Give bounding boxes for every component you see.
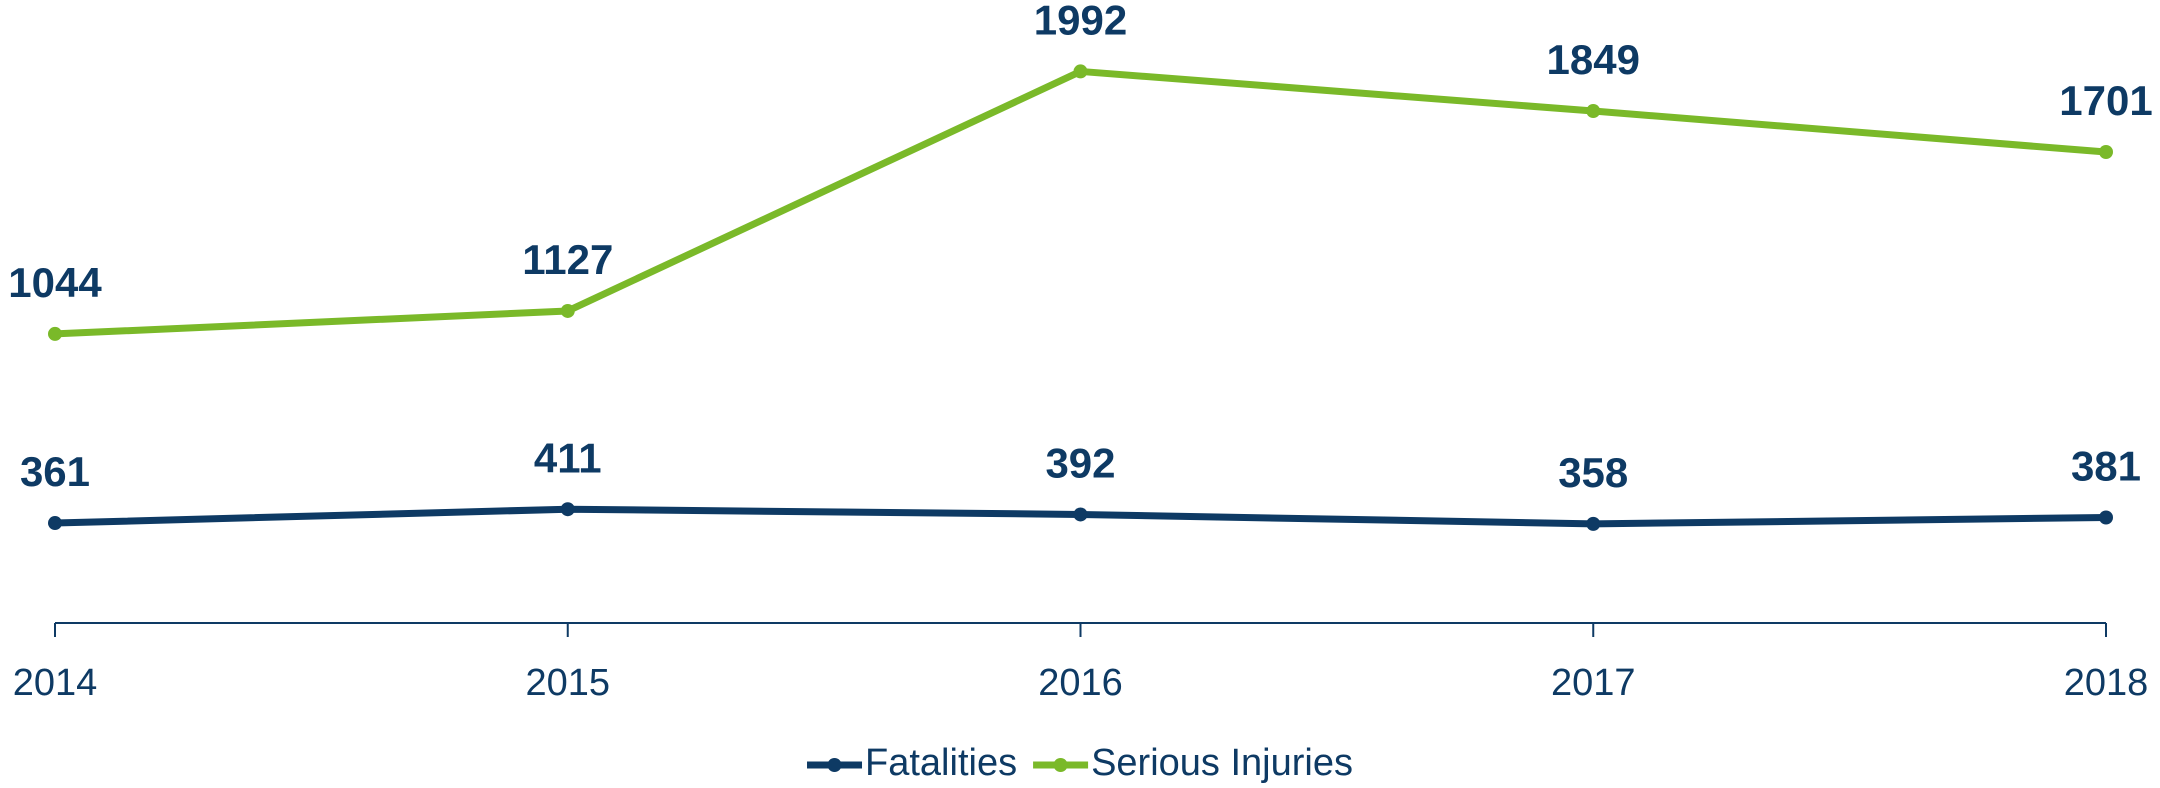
data-label: 1044 (8, 259, 102, 306)
data-label: 381 (2071, 443, 2141, 490)
data-label: 1127 (522, 236, 613, 283)
point (1586, 104, 1601, 119)
data-label: 1701 (2059, 77, 2152, 124)
point (2099, 510, 2113, 525)
series-line (54, 67, 2107, 338)
data-label: 392 (1045, 440, 1115, 487)
x-tick-label: 2017 (1551, 662, 1636, 704)
point (560, 303, 575, 318)
point (1073, 507, 1088, 522)
legend-dot (1053, 758, 1068, 772)
x-tick-label: 2015 (525, 662, 610, 704)
point (560, 502, 575, 517)
legend-label: Serious Injuries (1091, 742, 1353, 784)
x-tick-label: 2016 (1038, 662, 1123, 704)
point (48, 516, 62, 531)
data-label: 358 (1558, 449, 1628, 496)
point (2099, 145, 2113, 160)
data-label: 411 (534, 434, 602, 481)
data-label: 1992 (1034, 0, 1127, 44)
x-tick-label: 2018 (2064, 662, 2149, 704)
legend-dot (827, 758, 842, 772)
point (1073, 64, 1088, 79)
x-tick-label: 2014 (13, 662, 98, 704)
point (48, 326, 62, 341)
point (1586, 516, 1601, 531)
legend-label: Fatalities (865, 742, 1017, 784)
data-label: 361 (20, 448, 90, 495)
data-label: 1849 (1547, 36, 1640, 83)
